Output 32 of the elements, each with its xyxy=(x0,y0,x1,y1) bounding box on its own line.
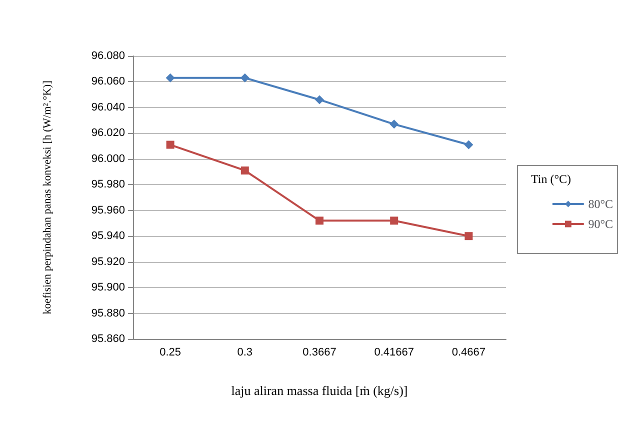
y-tick-label: 95.880 xyxy=(91,307,125,320)
y-axis-title: koefisien perpindahan panas konveksi [h (W/m².°K)] xyxy=(42,80,54,314)
point xyxy=(464,140,474,150)
y-tick-label: 96.080 xyxy=(91,50,125,62)
point xyxy=(464,232,473,240)
point xyxy=(315,95,324,104)
point xyxy=(240,73,250,82)
y-tick-label: 95.920 xyxy=(91,256,125,268)
x-tick-label: 0.3667 xyxy=(302,346,336,358)
x-tick-label: 0.3 xyxy=(237,346,253,358)
y-tick-label: 95.940 xyxy=(91,230,125,242)
point xyxy=(166,73,175,82)
legend-title: Tin (°C) xyxy=(530,172,572,186)
y-tick-label: 95.900 xyxy=(91,282,125,294)
y-tick-label: 96.000 xyxy=(91,152,125,165)
y-tick-label: 96.060 xyxy=(91,76,125,88)
y-tick-label: 95.980 xyxy=(91,178,125,191)
y-tick-label: 95.960 xyxy=(91,204,125,216)
x-tick-label: 0.4667 xyxy=(452,346,486,358)
legend-label: 80°C xyxy=(588,197,614,211)
point xyxy=(240,166,249,174)
y-tick-label: 95.860 xyxy=(91,333,125,345)
y-tick-label: 96.020 xyxy=(91,127,125,140)
legend-label: 90°C xyxy=(588,217,614,231)
point xyxy=(316,216,324,225)
y-tick-label: 96.040 xyxy=(91,101,125,114)
x-tick-label: 0.25 xyxy=(160,346,182,358)
x-axis-title: laju aliran massa fluida [ṁ (kg/s)] xyxy=(231,383,408,398)
point xyxy=(390,120,399,129)
point xyxy=(166,140,174,149)
x-tick-label: 0.41667 xyxy=(374,346,414,358)
point xyxy=(390,216,398,225)
